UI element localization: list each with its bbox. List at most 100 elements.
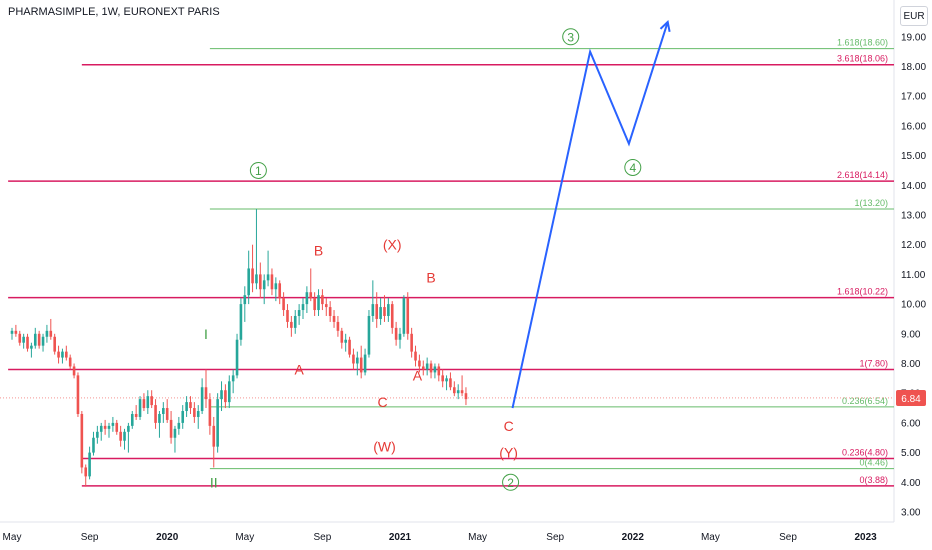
candle-body: [216, 399, 219, 447]
candle-body: [359, 357, 363, 373]
candle-body: [402, 298, 406, 334]
chart-title: PHARMASIMPLE, 1W, EURONEXT PARIS: [8, 6, 220, 18]
currency-badge[interactable]: EUR: [900, 6, 928, 26]
candle-body: [119, 431, 122, 441]
fib-level-label: 1.618(18.60): [837, 38, 888, 48]
candle-body: [449, 378, 452, 388]
x-tick-label: May: [468, 532, 487, 543]
candle-body: [390, 304, 394, 328]
projection-arrowhead: [659, 19, 671, 32]
candle-body: [441, 375, 444, 382]
candle-body: [309, 292, 313, 299]
wave-label: 4: [629, 161, 636, 175]
candle-body: [231, 375, 235, 382]
y-tick-label: 18.00: [901, 62, 926, 73]
candle-body: [456, 390, 460, 394]
wave-label: (X): [383, 237, 402, 253]
candle-body: [76, 375, 80, 414]
candle-body: [255, 274, 258, 284]
candle-body: [437, 366, 441, 376]
candle-body: [169, 419, 173, 438]
candle-body: [185, 402, 188, 412]
candle-body: [88, 452, 91, 477]
candle-body: [227, 381, 231, 403]
candle-body: [433, 366, 437, 373]
candle-body: [328, 307, 332, 316]
x-tick-label: Sep: [546, 532, 564, 543]
candle-body: [266, 274, 270, 281]
candle-body: [324, 304, 328, 308]
candle-body: [53, 336, 56, 352]
candle-body: [33, 333, 37, 346]
wave-label: I: [204, 326, 208, 342]
candle-body: [301, 304, 305, 311]
candle-body: [363, 354, 367, 373]
candle-body: [96, 431, 99, 438]
candle-body: [127, 425, 130, 432]
candle-body: [297, 310, 301, 316]
candle-body: [317, 295, 320, 311]
candle-body: [274, 283, 278, 290]
x-tick-label: 2023: [854, 532, 877, 543]
candle-body: [220, 390, 223, 400]
y-tick-label: 8.00: [901, 359, 921, 370]
candle-body: [387, 304, 390, 316]
candle-body: [57, 351, 60, 358]
candle-body: [177, 422, 181, 429]
y-tick-label: 19.00: [901, 32, 926, 43]
candle-body: [406, 298, 410, 334]
candle-body: [158, 413, 161, 423]
candle-body: [80, 413, 84, 468]
wave-label: II: [210, 474, 218, 490]
candle-body: [204, 387, 208, 400]
candle-body: [65, 351, 68, 358]
fib-level-label: 1(13.20): [854, 198, 888, 208]
fib-level-label: 1.618(10.22): [837, 287, 888, 297]
candle-body: [418, 360, 421, 367]
wave-label: 2: [507, 476, 514, 490]
fib-level-label: 0(4.46): [859, 458, 888, 468]
candle-body: [247, 268, 250, 296]
candle-body: [84, 467, 88, 477]
y-tick-label: 13.00: [901, 211, 926, 222]
candle-body: [348, 339, 351, 355]
candle-body: [26, 336, 29, 349]
candle-body: [367, 315, 371, 355]
candle-body: [410, 333, 413, 352]
candle-body: [49, 330, 53, 337]
wave-label: B: [314, 243, 323, 259]
wave-label-circle: [502, 473, 520, 491]
candle-body: [10, 330, 14, 334]
x-tick-label: Sep: [314, 532, 332, 543]
wave-label-circle: [249, 161, 267, 179]
fib-level-label: 0.236(6.54): [842, 396, 888, 406]
candle-body: [154, 405, 157, 423]
candle-body: [375, 304, 379, 319]
wave-label-circle: [624, 158, 642, 176]
y-tick-label: 4.00: [901, 478, 921, 489]
candle-body: [138, 399, 142, 417]
wave-label: A: [294, 361, 304, 377]
fib-level-label: 1(7.80): [859, 358, 888, 368]
fib-level-label: 2.618(14.14): [837, 170, 888, 180]
projection-path: [511, 21, 669, 409]
candle-body: [103, 425, 107, 429]
candle-body: [189, 402, 192, 409]
wave-label: (W): [373, 439, 396, 455]
candle-body: [278, 283, 282, 299]
candle-body: [379, 307, 382, 319]
candle-body: [123, 431, 126, 441]
x-tick-label: May: [3, 532, 22, 543]
candle-body: [332, 315, 336, 322]
candle-body: [460, 390, 464, 394]
wave-label: C: [377, 394, 387, 410]
wave-label-circle: [562, 28, 580, 46]
candle-body: [414, 351, 417, 361]
wave-label: C: [504, 418, 514, 434]
candle-body: [340, 330, 344, 343]
candle-body: [425, 363, 429, 370]
wave-label: 1: [255, 164, 262, 178]
candle-body: [92, 437, 95, 453]
candle-body: [22, 336, 25, 343]
